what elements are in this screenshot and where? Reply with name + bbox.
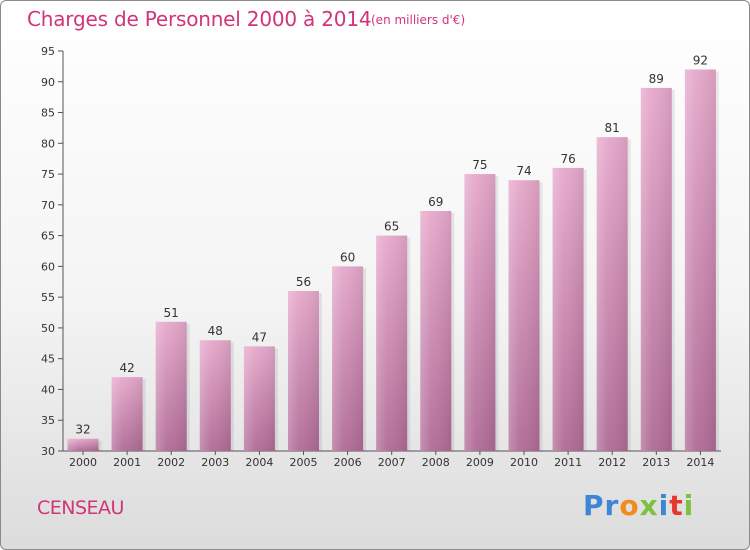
bar-highlight [596, 137, 628, 451]
commune-name: CENSEAU [37, 497, 124, 519]
data-label: 74 [516, 164, 531, 178]
logo-letter: o [619, 489, 640, 522]
data-label: 65 [384, 220, 399, 234]
logo-letter: P [583, 489, 605, 522]
logo-letter: r [604, 489, 620, 522]
logo-letter: x [639, 489, 659, 522]
data-label: 42 [119, 361, 134, 375]
data-label: 56 [296, 275, 311, 289]
x-tick-label: 2005 [290, 456, 318, 469]
data-label: 92 [693, 53, 708, 67]
data-label: 51 [164, 306, 179, 320]
bar-highlight [508, 180, 540, 451]
x-tick-label: 2004 [245, 456, 273, 469]
bar-highlight [111, 377, 143, 451]
y-tick-label: 60 [41, 260, 55, 273]
chart-title: Charges de Personnel 2000 à 2014 [27, 7, 372, 31]
y-tick-label: 35 [41, 414, 55, 427]
y-tick-label: 85 [41, 107, 55, 120]
y-tick-label: 80 [41, 137, 55, 150]
y-tick-label: 70 [41, 199, 55, 212]
data-label: 48 [208, 324, 223, 338]
bar-highlight [199, 340, 231, 451]
y-tick-label: 45 [41, 353, 55, 366]
x-tick-label: 2003 [201, 456, 229, 469]
bar-highlight [67, 438, 99, 451]
x-tick-label: 2001 [113, 456, 141, 469]
bar-highlight [684, 69, 716, 451]
x-tick-label: 2008 [422, 456, 450, 469]
x-tick-label: 2009 [466, 456, 494, 469]
logo-letter: t [669, 489, 684, 522]
y-tick-label: 55 [41, 291, 55, 304]
data-labels: 32 42 51 48 47 56 60 65 69 75 74 76 81 89 92 [75, 53, 708, 436]
y-tick-label: 90 [41, 76, 55, 89]
x-tick-label: 2013 [642, 456, 670, 469]
logo-letter: i [683, 489, 695, 522]
x-tick-label: 2012 [598, 456, 626, 469]
data-label: 76 [560, 152, 575, 166]
data-label: 89 [649, 72, 664, 86]
x-tick-label: 2006 [334, 456, 362, 469]
data-label: 69 [428, 195, 443, 209]
x-tick-label: 2002 [157, 456, 185, 469]
x-tick-label: 2000 [69, 456, 97, 469]
proxiti-logo: Proxiti [583, 489, 694, 522]
bar-highlight [420, 211, 452, 451]
y-tick-label: 50 [41, 322, 55, 335]
bar-highlight [332, 266, 364, 451]
x-tick-label: 2011 [554, 456, 582, 469]
bar-highlight [464, 174, 496, 452]
bar-highlight [640, 87, 672, 451]
y-tick-label: 95 [41, 45, 55, 58]
y-tick-label: 30 [41, 445, 55, 458]
bar-highlight [155, 321, 187, 451]
data-label: 75 [472, 158, 487, 172]
logo-letter: i [658, 489, 670, 522]
data-label: 47 [252, 330, 267, 344]
bar-highlight [552, 167, 584, 451]
x-tick-label: 2010 [510, 456, 538, 469]
bar-highlight [288, 291, 319, 451]
data-label: 81 [605, 121, 620, 135]
x-tick-label: 2007 [378, 456, 406, 469]
y-tick-label: 40 [41, 383, 55, 396]
axes: 30 35 40 45 50 55 60 65 70 75 80 85 90 95 2000 2001 2002… [41, 45, 721, 469]
y-tick-label: 75 [41, 168, 55, 181]
x-tick-label: 2014 [686, 456, 714, 469]
data-label: 60 [340, 250, 355, 264]
bars [67, 69, 719, 452]
chart-subtitle: (en milliers d'€) [371, 13, 466, 27]
bar-highlight [376, 235, 408, 451]
bar-highlight [243, 346, 275, 451]
y-tick-label: 65 [41, 230, 55, 243]
data-label: 32 [75, 423, 90, 437]
